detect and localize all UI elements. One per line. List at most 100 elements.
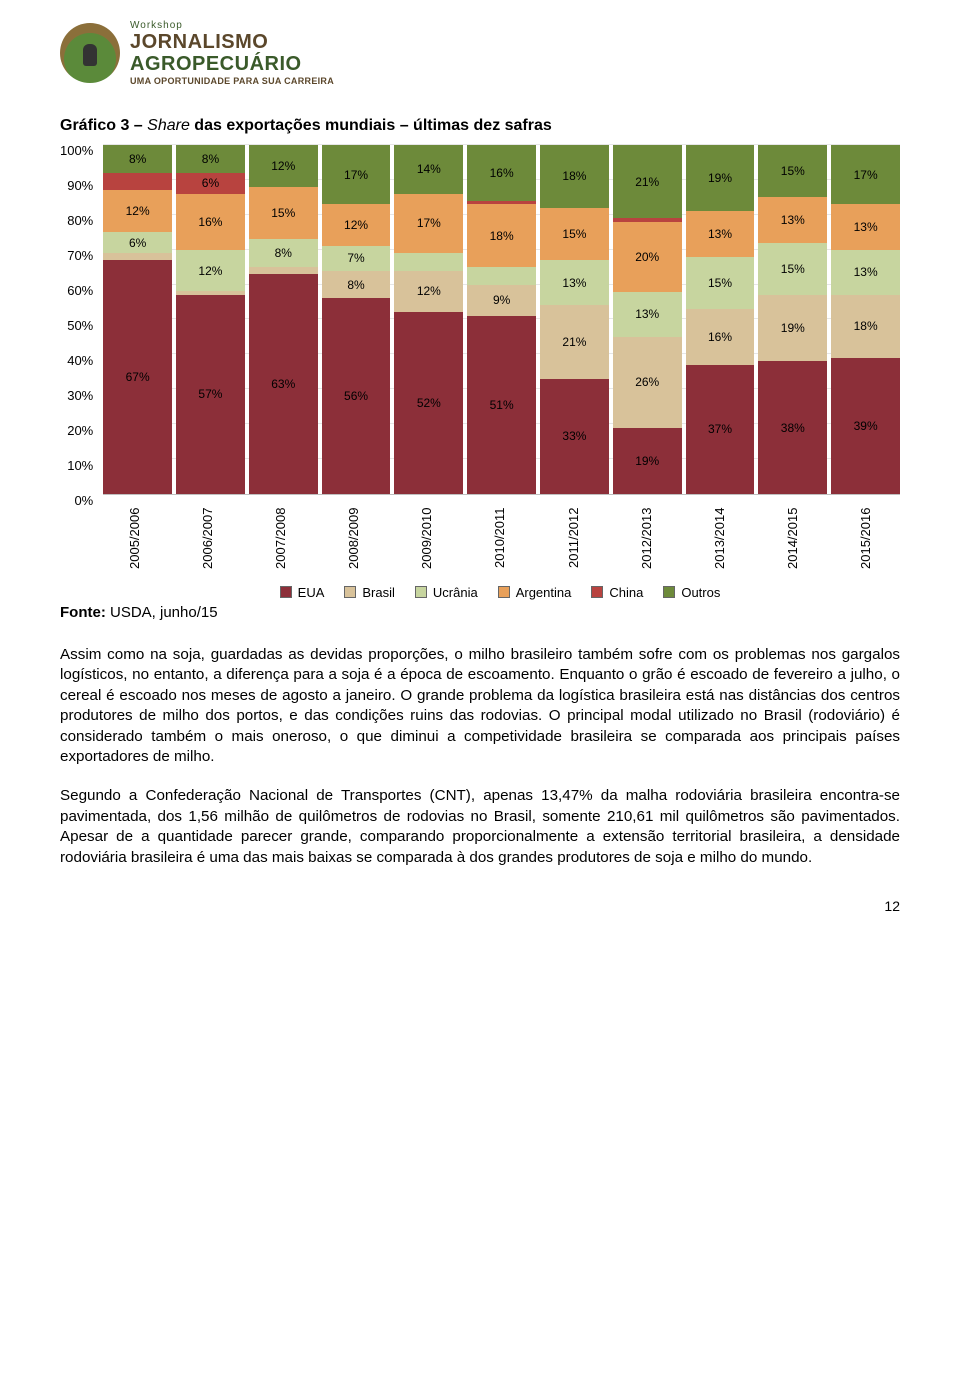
segment-label: 15% — [562, 227, 586, 241]
segment-label: 14% — [417, 162, 441, 176]
chart-segment-brasil: 9% — [467, 285, 536, 316]
chart-segment-china: 5% — [103, 173, 172, 190]
chart-column: 63%8%15%12% — [249, 145, 318, 494]
source-value: USDA, junho/15 — [110, 604, 218, 621]
segment-label: 12% — [417, 284, 441, 298]
chart-segment-ucrânia: 5% — [394, 253, 463, 270]
segment-label: 13% — [562, 276, 586, 290]
chart-segment-china — [467, 201, 536, 204]
chart-segment-brasil — [103, 253, 172, 260]
chart-column: 51%9%5%18%16% — [467, 145, 536, 494]
x-axis: 2005/20062006/20072007/20082008/20092009… — [100, 501, 900, 575]
chart-segment-outros: 18% — [540, 145, 609, 208]
chart-segment-ucrânia: 15% — [686, 257, 755, 309]
chart-column: 38%19%15%13%15% — [758, 145, 827, 494]
chart-segment-eua: 63% — [249, 274, 318, 494]
chart-column: 56% 8% 7% 12%17% — [322, 145, 391, 494]
x-tick: 2007/2008 — [246, 501, 315, 575]
segment-label: 17% — [417, 216, 441, 230]
x-tick: 2008/2009 — [319, 501, 388, 575]
segment-label: 38% — [781, 421, 805, 435]
chart-column: 67%6%12%5%8% — [103, 145, 172, 494]
segment-label: 18% — [562, 169, 586, 183]
segment-label: 39% — [854, 419, 878, 433]
segment-label: 13% — [854, 220, 878, 234]
chart-segment-eua: 19% — [613, 428, 682, 494]
segment-label: 52% — [417, 396, 441, 410]
chart-segment-eua: 51% — [467, 316, 536, 494]
legend-label: China — [609, 585, 643, 600]
chart-title: Gráfico 3 – Share das exportações mundia… — [60, 117, 900, 135]
chart-source: Fonte: USDA, junho/15 — [60, 604, 900, 621]
x-tick: 2009/2010 — [392, 501, 461, 575]
chart-segment-outros: 17% — [831, 145, 900, 204]
segment-label: 16% — [490, 166, 514, 180]
x-tick: 2012/2013 — [612, 501, 681, 575]
segment-label: 12% — [198, 264, 222, 278]
chart-column: 19% 26% 13% 20% 21% — [613, 145, 682, 494]
chart-segment-brasil: 8% — [322, 271, 391, 299]
legend-swatch — [591, 586, 603, 598]
segment-label: 19% — [635, 454, 659, 468]
chart-segment-ucrânia: 12% — [176, 250, 245, 292]
y-axis: 0%10%20%30%40%50%60%70%80%90%100% — [60, 145, 97, 495]
logo-line2: JORNALISMO — [130, 31, 334, 53]
chart: 0%10%20%30%40%50%60%70%80%90%100% 67%6%1… — [60, 145, 900, 495]
x-tick: 2013/2014 — [685, 501, 754, 575]
chart-segment-brasil: 26% — [613, 337, 682, 428]
chart-segment-brasil: 16% — [686, 309, 755, 365]
logo-line4: UMA OPORTUNIDADE PARA SUA CARREIRA — [130, 77, 334, 87]
chart-title-rest: das exportações mundiais – últimas dez s… — [190, 117, 552, 134]
chart-segment-outros: 21% — [613, 145, 682, 218]
segment-label: 13% — [781, 213, 805, 227]
chart-segment-outros: 14% — [394, 145, 463, 194]
chart-title-italic: Share — [147, 117, 190, 134]
segment-label: 13% — [635, 307, 659, 321]
segment-label: 6% — [129, 236, 146, 250]
legend-item: Outros — [663, 585, 720, 600]
chart-segment-brasil — [176, 291, 245, 294]
chart-segment-eua: 56% — [322, 298, 391, 493]
chart-column: 39% 18% 13% 13% 17% — [831, 145, 900, 494]
logo-icon — [60, 23, 120, 83]
chart-plot: 67%6%12%5%8%57%12%16%6%8%63%8%15%12%56%8… — [103, 145, 900, 495]
chart-segment-ucrânia: 7% — [322, 246, 391, 270]
chart-segment-eua: 57% — [176, 295, 245, 494]
x-tick: 2011/2012 — [539, 501, 608, 575]
chart-segment-argentina: 16% — [176, 194, 245, 250]
source-label: Fonte: — [60, 604, 110, 621]
segment-label: 7% — [347, 251, 364, 265]
legend-item: China — [591, 585, 643, 600]
segment-label: 19% — [781, 321, 805, 335]
header-logo: Workshop JORNALISMO AGROPECUÁRIO UMA OPO… — [60, 20, 900, 87]
legend-item: Argentina — [498, 585, 572, 600]
chart-segment-ucrânia: 6% — [103, 232, 172, 253]
chart-segment-argentina: 18% — [467, 204, 536, 267]
chart-segment-argentina: 20% — [613, 222, 682, 292]
segment-label: 57% — [198, 387, 222, 401]
chart-segment-ucrânia: 13% — [540, 260, 609, 305]
segment-label: 18% — [490, 229, 514, 243]
chart-segment-ucrânia: 13% — [831, 250, 900, 295]
chart-segment-brasil: 19% — [758, 295, 827, 361]
segment-label: 56% — [344, 389, 368, 403]
logo-line1: Workshop — [130, 20, 334, 31]
chart-segment-argentina: 12% — [322, 204, 391, 246]
segment-label: 21% — [635, 175, 659, 189]
segment-label: 12% — [271, 159, 295, 173]
chart-segment-outros: 15% — [758, 145, 827, 197]
chart-segment-brasil — [249, 267, 318, 274]
legend-label: Outros — [681, 585, 720, 600]
chart-segment-argentina: 17% — [394, 194, 463, 253]
chart-segment-eua: 33% — [540, 379, 609, 494]
segment-label: 15% — [271, 206, 295, 220]
segment-label: 15% — [781, 164, 805, 178]
logo-text: Workshop JORNALISMO AGROPECUÁRIO UMA OPO… — [130, 20, 334, 87]
segment-label: 63% — [271, 377, 295, 391]
chart-segment-outros: 17% — [322, 145, 391, 204]
chart-column: 37%16%15%13%19% — [686, 145, 755, 494]
segment-label: 18% — [854, 319, 878, 333]
chart-segment-brasil: 21% — [540, 305, 609, 378]
legend-label: Ucrânia — [433, 585, 478, 600]
segment-label: 8% — [202, 152, 219, 166]
